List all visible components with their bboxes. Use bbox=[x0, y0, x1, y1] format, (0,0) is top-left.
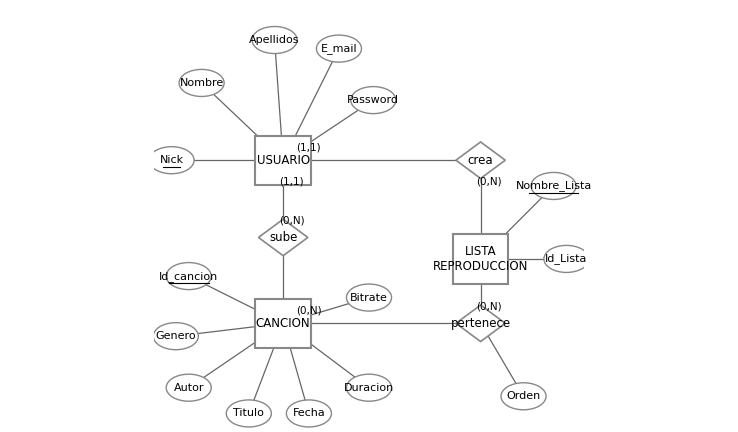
Text: USUARIO: USUARIO bbox=[257, 154, 310, 167]
Ellipse shape bbox=[346, 374, 392, 401]
Ellipse shape bbox=[149, 147, 194, 174]
Text: Titulo: Titulo bbox=[233, 408, 264, 419]
Polygon shape bbox=[258, 219, 308, 256]
Text: (0,N): (0,N) bbox=[296, 305, 322, 315]
Text: LISTA
REPRODUCCION: LISTA REPRODUCCION bbox=[433, 245, 528, 273]
Text: crea: crea bbox=[468, 154, 494, 167]
Text: (1,1): (1,1) bbox=[280, 177, 304, 187]
FancyBboxPatch shape bbox=[255, 299, 311, 348]
Text: Autor: Autor bbox=[173, 383, 204, 393]
Text: (1,1): (1,1) bbox=[297, 142, 321, 152]
Text: Nombre: Nombre bbox=[179, 78, 224, 88]
Text: E_mail: E_mail bbox=[320, 43, 357, 54]
Text: Fecha: Fecha bbox=[292, 408, 325, 419]
Polygon shape bbox=[456, 142, 506, 178]
Ellipse shape bbox=[166, 263, 211, 289]
FancyBboxPatch shape bbox=[452, 234, 508, 283]
Text: Orden: Orden bbox=[506, 391, 541, 401]
Ellipse shape bbox=[544, 245, 589, 273]
Text: (0,N): (0,N) bbox=[476, 177, 502, 187]
Ellipse shape bbox=[252, 26, 297, 54]
Text: pertenece: pertenece bbox=[450, 317, 511, 330]
Ellipse shape bbox=[154, 323, 199, 349]
Text: Id_cancion: Id_cancion bbox=[159, 270, 218, 282]
Text: Apellidos: Apellidos bbox=[249, 35, 300, 45]
Ellipse shape bbox=[179, 70, 224, 96]
Ellipse shape bbox=[501, 383, 546, 410]
Ellipse shape bbox=[317, 35, 362, 62]
Ellipse shape bbox=[166, 374, 211, 401]
Text: Nombre_Lista: Nombre_Lista bbox=[515, 181, 592, 191]
Text: (0,N): (0,N) bbox=[476, 301, 502, 311]
Ellipse shape bbox=[346, 284, 392, 311]
Ellipse shape bbox=[351, 86, 396, 114]
Text: Id_Lista: Id_Lista bbox=[545, 254, 587, 264]
Text: Bitrate: Bitrate bbox=[350, 292, 388, 302]
FancyBboxPatch shape bbox=[255, 136, 311, 185]
Ellipse shape bbox=[531, 172, 576, 200]
Text: Nick: Nick bbox=[159, 155, 184, 165]
Ellipse shape bbox=[227, 400, 272, 427]
Polygon shape bbox=[456, 305, 506, 342]
Text: Duracion: Duracion bbox=[344, 383, 394, 393]
Text: Password: Password bbox=[348, 95, 399, 105]
Text: (0,N): (0,N) bbox=[279, 215, 305, 226]
Text: CANCION: CANCION bbox=[256, 317, 311, 330]
Text: Genero: Genero bbox=[156, 331, 196, 341]
Ellipse shape bbox=[286, 400, 331, 427]
Text: sube: sube bbox=[269, 231, 297, 244]
